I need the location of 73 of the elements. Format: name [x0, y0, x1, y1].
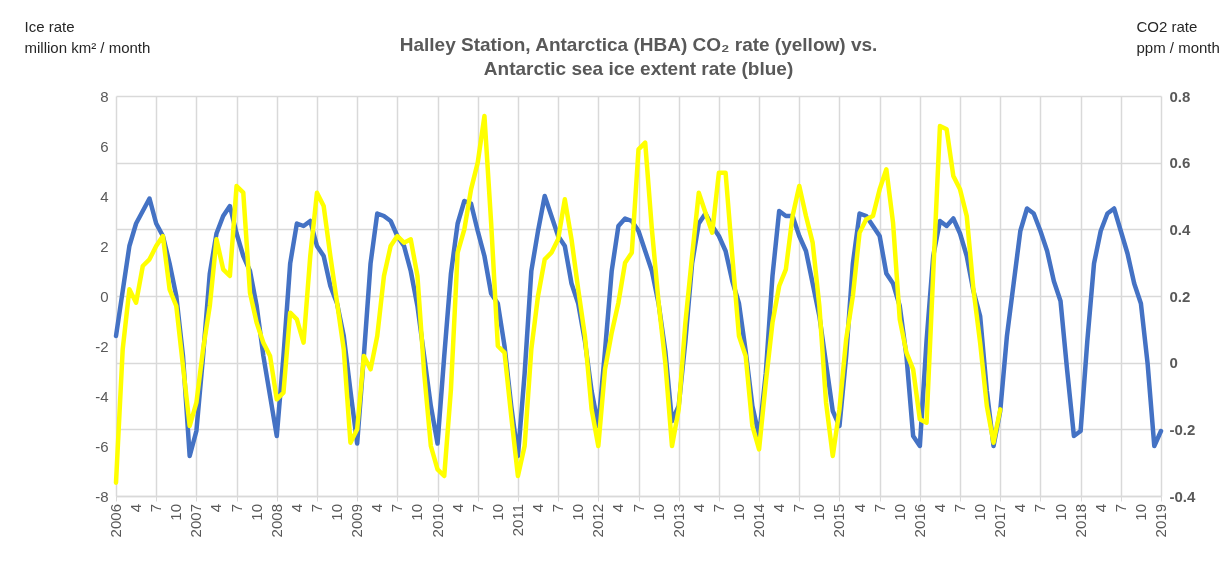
x-tick-label: 2007 [187, 504, 205, 538]
x-tick-label: 2012 [589, 504, 607, 538]
x-tick-label: 2011 [508, 504, 526, 537]
x-tick-label: 4 [529, 504, 547, 513]
x-tick-label: 4 [448, 504, 466, 513]
y-tick-label: 0 [100, 287, 109, 305]
x-tick-label: 4 [207, 504, 225, 513]
x-tick-label: 7 [870, 504, 888, 513]
x-tick-label: 7 [307, 504, 325, 513]
x-tick-label: 4 [930, 504, 948, 513]
x-tick-label: 7 [1031, 504, 1049, 513]
x-tick-label: 4 [850, 504, 868, 513]
y-tick-label: 4 [100, 187, 109, 205]
x-tick-label: 10 [890, 504, 908, 521]
y2-tick-label: -0.4 [1169, 487, 1196, 505]
y2-tick-label: 0.4 [1169, 220, 1192, 238]
x-tick-label: 2017 [991, 504, 1009, 538]
x-tick-label: 7 [629, 504, 647, 513]
x-tick-label: 2018 [1071, 504, 1089, 538]
y-tick-label: 8 [100, 87, 109, 105]
y-tick-label: 6 [100, 137, 109, 155]
x-tick-label: 2019 [1152, 504, 1169, 538]
y-axis-title: Ice rate million km² / month [24, 17, 151, 56]
x-tick-label: 4 [609, 504, 627, 513]
x-tick-label: 7 [227, 504, 245, 513]
x-tick-label: 10 [649, 504, 667, 521]
x-tick-label: 4 [127, 504, 145, 513]
x-tick-label: 10 [1131, 504, 1149, 521]
x-tick-label: 10 [729, 504, 747, 521]
x-tick-label: 4 [1091, 504, 1109, 513]
line-series [113, 113, 1003, 485]
x-tick-label: 10 [247, 504, 265, 521]
y-tick-label: -4 [95, 387, 109, 405]
x-tick-label: 7 [790, 504, 808, 513]
x-tick-label: 10 [167, 504, 185, 521]
x-tick-label: 10 [569, 504, 587, 521]
x-tick-label: 4 [368, 504, 386, 513]
x-tick-label: 10 [408, 504, 426, 521]
y2-tick-label: 0.6 [1169, 154, 1191, 172]
x-tick-label: 2008 [267, 504, 285, 538]
x-tick-label: 10 [810, 504, 828, 521]
y-tick-label: -8 [95, 487, 109, 505]
y2-axis-title: CO2 rate ppm / month [1136, 17, 1220, 56]
x-tick-label: 7 [1111, 504, 1129, 513]
y2-tick-label: -0.2 [1169, 420, 1196, 438]
y-tick-label: 2 [100, 237, 109, 255]
x-tick-label: 7 [709, 504, 727, 513]
x-tick-label: 7 [388, 504, 406, 513]
chart-title: Halley Station, Antarctica (HBA) CO₂ rate (yellow) vs. Antarctic sea ice extent rate (blue) [399, 34, 878, 79]
y2-tick-label: 0.2 [1169, 287, 1191, 305]
x-tick-label: 2006 [107, 504, 124, 538]
x-tick-label: 7 [147, 504, 165, 513]
x-tick-label: 4 [689, 504, 707, 513]
x-tick-label: 10 [1051, 504, 1069, 521]
x-tick-label: 4 [287, 504, 305, 513]
y-tick-label: -6 [95, 437, 109, 455]
y2-tick-label: 0 [1169, 354, 1178, 372]
y-tick-label: -2 [95, 337, 109, 355]
x-tick-label: 4 [1011, 504, 1029, 513]
x-tick-label: 10 [971, 504, 989, 521]
x-tick-label: 2014 [750, 504, 768, 538]
x-tick-label: 4 [770, 504, 788, 513]
x-tick-label: 2009 [348, 504, 366, 538]
x-tick-label: 10 [328, 504, 346, 521]
x-tick-label: 2010 [428, 504, 446, 538]
x-tick-label: 2013 [669, 504, 687, 538]
x-tick-label: 7 [468, 504, 486, 513]
x-tick-label: 7 [951, 504, 969, 513]
x-tick-label: 10 [488, 504, 506, 521]
x-tick-label: 7 [549, 504, 567, 513]
x-tick-label: 2016 [910, 504, 928, 538]
x-tick-label: 2015 [830, 504, 848, 538]
y2-tick-label: 0.8 [1169, 87, 1191, 105]
